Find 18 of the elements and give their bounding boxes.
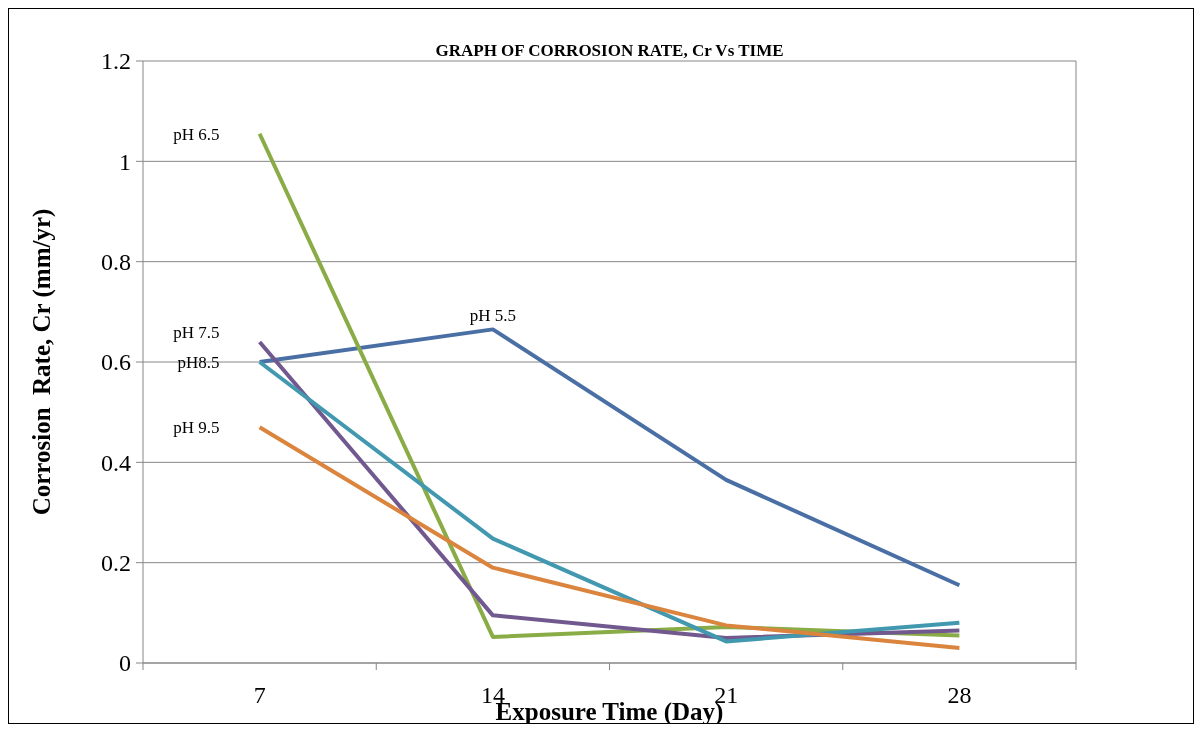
text: pH 7.5 — [173, 322, 220, 342]
text: pH 6.5 — [173, 124, 220, 144]
y-tick-label: 0.4 — [101, 449, 131, 476]
y-tick-label: 0.6 — [101, 349, 131, 376]
chart-title: GRAPH OF CORROSION RATE, Cr Vs TIME — [435, 41, 784, 60]
text: pH8.5 — [177, 352, 220, 372]
text: pH 9.5 — [173, 418, 220, 438]
y-tick-label: 1 — [119, 148, 131, 175]
y-tick-label: 0.8 — [101, 249, 131, 276]
y-tick-label: 1.2 — [101, 48, 131, 75]
y-tick-label: 0.2 — [101, 550, 131, 577]
x-tick-label: 28 — [947, 682, 972, 708]
y-tick-label: 0 — [119, 650, 131, 677]
line-series — [257, 425, 962, 650]
x-tick-label: 7 — [253, 682, 266, 708]
line-series — [257, 327, 962, 588]
y-axis-title: Corrosion Rate, Cr (mm/yr) — [28, 208, 56, 516]
series-label: pH 5.5 — [469, 306, 517, 326]
